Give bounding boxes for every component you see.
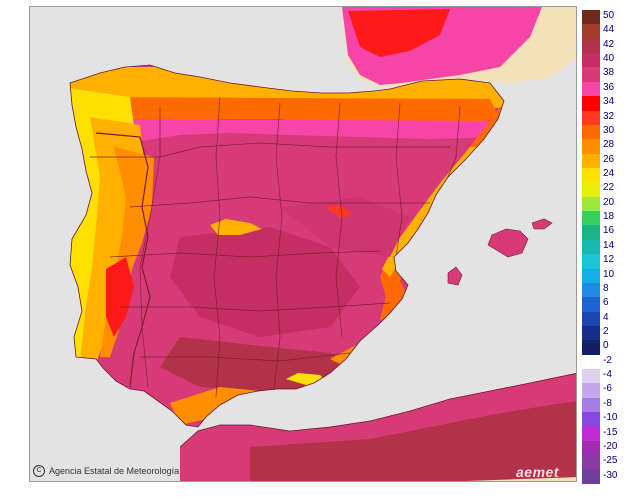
legend-label: 34 xyxy=(603,96,615,108)
legend-label: 12 xyxy=(603,254,615,266)
attribution: C Agencia Estatal de Meteorología xyxy=(33,463,179,479)
legend-label: 20 xyxy=(603,196,615,208)
legend-swatch xyxy=(582,38,600,54)
legend-label: 36 xyxy=(603,81,615,93)
legend-label: -8 xyxy=(603,397,612,409)
legend-swatch xyxy=(582,67,600,83)
legend-swatch xyxy=(582,326,600,341)
mallorca-island xyxy=(487,228,529,258)
legend-swatch xyxy=(582,24,600,40)
iberia-outline xyxy=(69,64,505,428)
legend-swatch xyxy=(582,426,600,442)
legend-label: 22 xyxy=(603,182,615,194)
legend-swatch xyxy=(582,110,600,126)
legend-swatch xyxy=(582,469,600,485)
legend-swatch xyxy=(582,139,600,155)
legend-label: 14 xyxy=(603,239,615,251)
legend-swatch xyxy=(582,268,600,284)
legend-swatch xyxy=(582,168,600,183)
legend-label: -15 xyxy=(603,426,618,438)
legend-label: 44 xyxy=(603,24,615,36)
legend-label: 38 xyxy=(603,67,615,79)
legend-swatch xyxy=(582,182,600,198)
legend-swatch xyxy=(582,225,600,241)
legend-swatch xyxy=(582,211,600,226)
legend-label: 4 xyxy=(603,311,609,323)
legend-label: 0 xyxy=(603,340,609,352)
legend-swatch xyxy=(582,124,600,140)
legend-label: -10 xyxy=(603,412,618,424)
legend-label: -6 xyxy=(603,383,612,395)
legend-label: 28 xyxy=(603,139,615,151)
legend-label: 50 xyxy=(603,10,615,21)
legend-swatch xyxy=(582,10,600,25)
copyright-icon: C xyxy=(33,465,45,477)
legend-swatch xyxy=(582,369,600,384)
legend-swatch xyxy=(582,455,600,471)
legend-label: -2 xyxy=(603,354,612,366)
desert-edge xyxy=(465,477,576,481)
legend-swatch xyxy=(582,153,600,169)
attribution-text: Agencia Estatal de Meteorología xyxy=(49,466,180,476)
legend-label: 26 xyxy=(603,153,615,165)
legend-swatch xyxy=(582,397,600,413)
temperature-legend: 50 44 42 40 38 36 34 32 30 28 26 24 22 20 18 16 14 12 10 8 6… xyxy=(582,10,617,485)
legend-label: 30 xyxy=(603,124,615,136)
legend-swatch xyxy=(582,96,600,112)
legend-swatch xyxy=(582,239,600,255)
legend-label: 2 xyxy=(603,326,609,337)
legend-swatch xyxy=(582,282,600,298)
france-red-zone xyxy=(348,9,450,57)
legend-swatch xyxy=(582,340,600,356)
legend-label: 16 xyxy=(603,225,615,237)
legend-swatch xyxy=(582,53,600,68)
aemet-logo: aemet xyxy=(516,464,559,480)
legend-swatch xyxy=(582,81,600,97)
legend-label: -4 xyxy=(603,369,612,381)
legend-label: 42 xyxy=(603,38,615,50)
legend-swatch xyxy=(582,440,600,456)
map-canvas xyxy=(30,7,576,481)
legend-swatch xyxy=(582,354,600,370)
temperature-map: aemet xyxy=(29,6,577,482)
menorca-island xyxy=(531,218,553,230)
north-africa-interior xyxy=(250,401,576,481)
legend-label: 8 xyxy=(603,282,609,294)
legend-label: 6 xyxy=(603,297,609,309)
legend-label: -20 xyxy=(603,440,618,452)
legend-swatch xyxy=(582,383,600,399)
legend-label: 32 xyxy=(603,110,615,122)
legend-swatch xyxy=(582,254,600,270)
north-africa-coast xyxy=(179,373,576,448)
legend-label: -30 xyxy=(603,469,618,481)
legend-swatch xyxy=(582,311,600,327)
legend-label: 18 xyxy=(603,211,615,223)
legend-label: 10 xyxy=(603,268,615,280)
ibiza-island xyxy=(447,266,463,286)
legend-label: 24 xyxy=(603,168,615,179)
legend-label: 40 xyxy=(603,53,615,65)
legend-label: -25 xyxy=(603,455,618,467)
legend-swatch xyxy=(582,297,600,313)
legend-swatch xyxy=(582,196,600,212)
legend-swatch xyxy=(582,412,600,428)
